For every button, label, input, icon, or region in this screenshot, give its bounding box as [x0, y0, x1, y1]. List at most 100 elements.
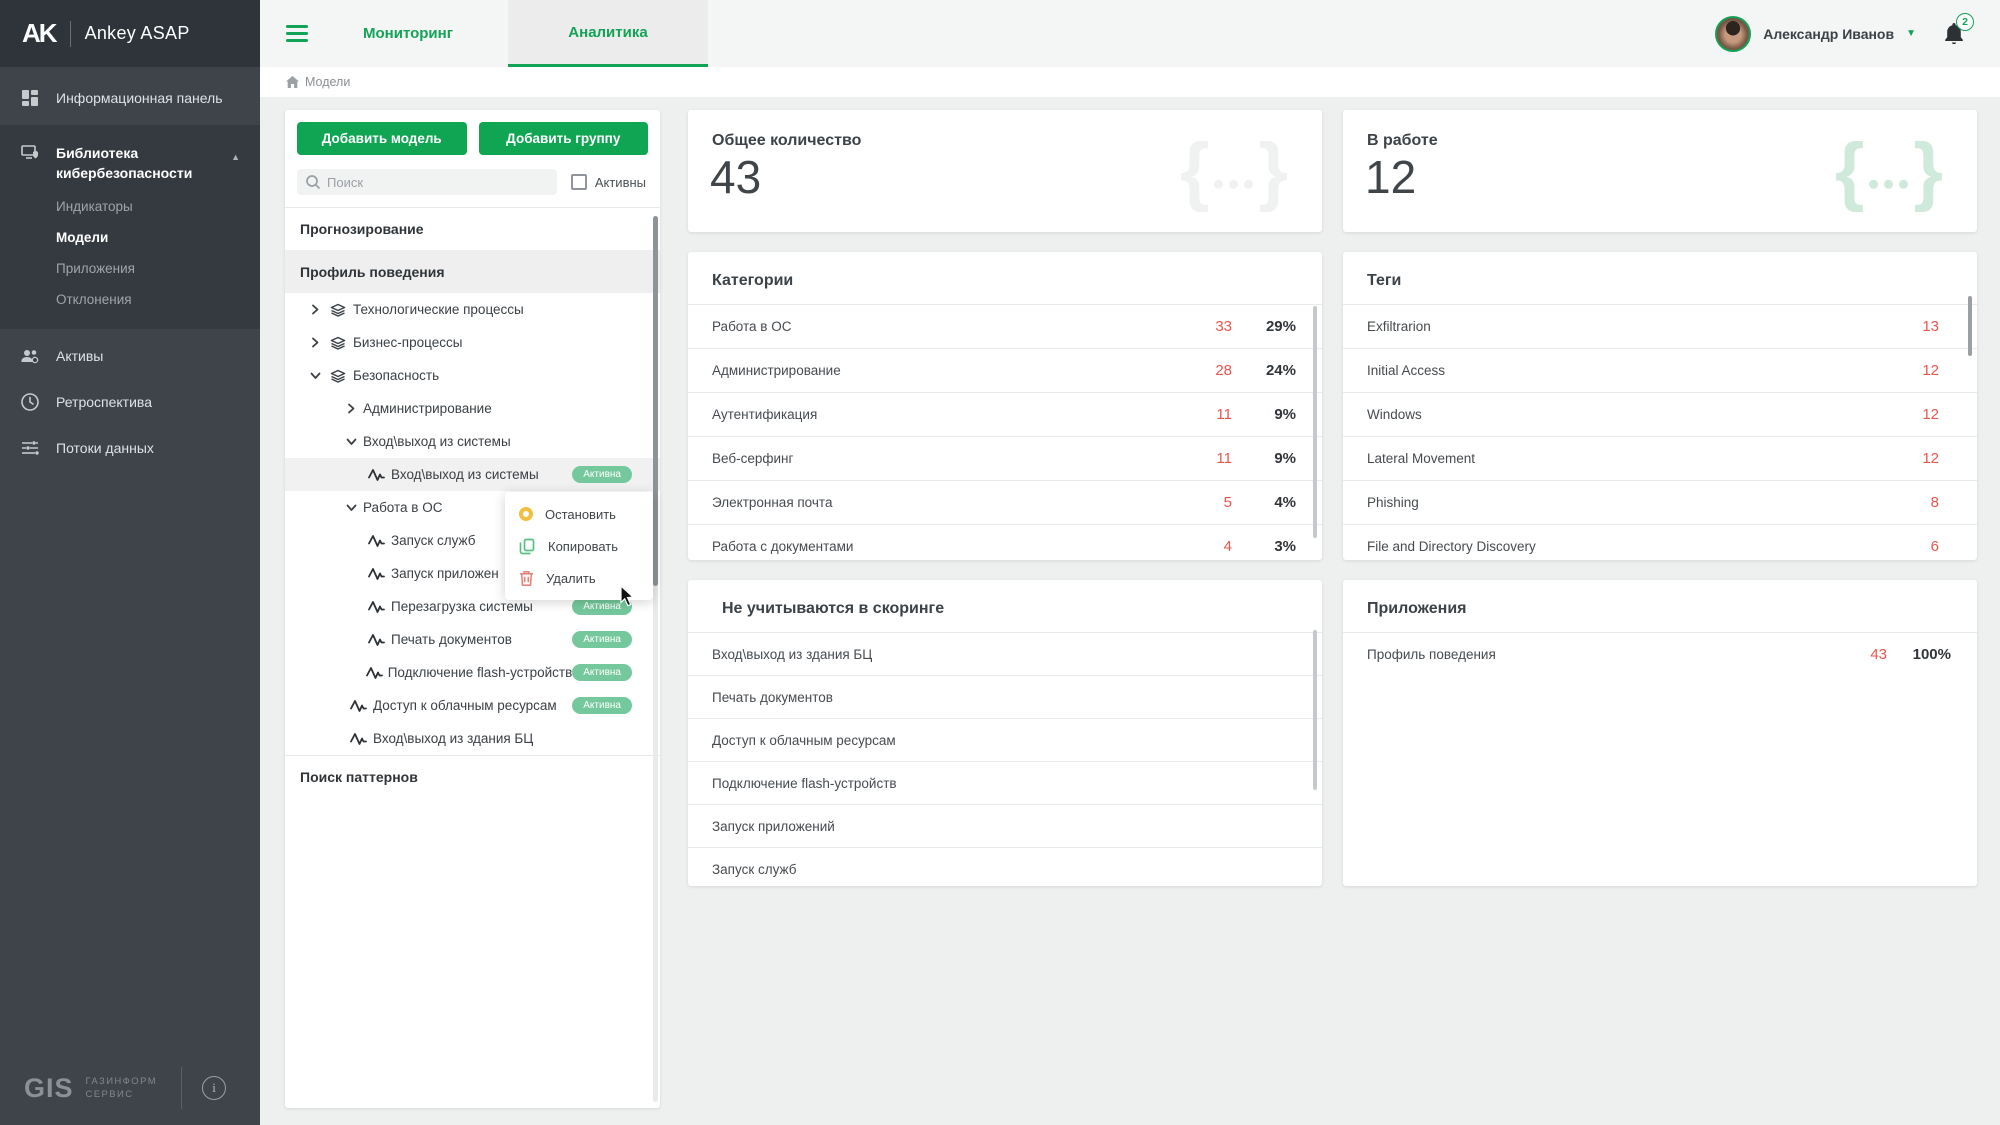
add-model-button[interactable]: Добавить модель: [297, 122, 467, 155]
status-badge: Активна: [572, 697, 632, 714]
sidebar-item-deviations[interactable]: Отклонения: [56, 292, 132, 307]
sidebar-item-data-flows[interactable]: Потоки данных: [0, 425, 260, 471]
tree-scrollbar-track[interactable]: [653, 216, 658, 1102]
scrollbar-thumb[interactable]: [1313, 306, 1317, 538]
sidebar-item-applications[interactable]: Приложения: [56, 261, 135, 276]
tree-item[interactable]: Технологические процессы: [285, 293, 660, 326]
tab-analytics[interactable]: Аналитика: [508, 0, 708, 67]
sidebar-item-assets[interactable]: Активы: [0, 333, 260, 379]
tree-item[interactable]: Печать документов Активна: [285, 623, 660, 656]
tree-item[interactable]: Бизнес-процессы: [285, 326, 660, 359]
row-label: Windows: [1367, 407, 1422, 422]
category-row: Работа с документами 4 3%: [688, 524, 1322, 560]
tree-item[interactable]: Безопасность: [285, 359, 660, 392]
row-percent: 100%: [1912, 646, 1951, 663]
chevron-down-icon[interactable]: ▼: [1906, 28, 1916, 39]
tag-row: Lateral Movement 12: [1343, 436, 1977, 480]
tab-monitoring[interactable]: Мониторинг: [363, 25, 453, 42]
chevron-right-icon[interactable]: [341, 403, 361, 414]
tree-scrollbar-thumb[interactable]: [653, 216, 658, 586]
info-icon[interactable]: i: [202, 1076, 227, 1100]
tree-item[interactable]: Вход\выход из системы Активна: [285, 458, 660, 491]
chevron-up-icon[interactable]: ▲: [231, 152, 240, 162]
user-zone: Александр Иванов ▼ 2: [1715, 0, 2000, 67]
tree-item-label: Администрирование: [363, 401, 492, 416]
tree-item-label: Бизнес-процессы: [353, 335, 463, 350]
chevron-right-icon[interactable]: [305, 337, 325, 348]
sidebar-item-library[interactable]: Библиотека кибербезопасности ▲: [0, 135, 260, 191]
row-label: Lateral Movement: [1367, 451, 1476, 466]
excluded-row: Подключение flash-устройств: [688, 761, 1322, 804]
search-input[interactable]: [297, 169, 557, 195]
tag-row: Windows 12: [1343, 392, 1977, 436]
pulse-icon: [345, 732, 371, 746]
layers-icon: [325, 335, 351, 351]
notifications-button[interactable]: 2: [1942, 12, 1974, 47]
context-menu-item-delete[interactable]: Удалить: [505, 562, 653, 594]
row-count: 11: [1216, 450, 1232, 467]
chevron-down-icon[interactable]: [341, 436, 361, 447]
pulse-icon: [363, 534, 389, 548]
tree-item[interactable]: Запуск приложен: [285, 557, 660, 590]
sidebar: AK Ankey ASAP Информационная панель Библ…: [0, 0, 260, 1125]
row-count: 6: [1930, 538, 1939, 555]
card-title: Общее количество: [712, 132, 862, 149]
row-count: 8: [1930, 494, 1939, 511]
footer-divider: [181, 1067, 183, 1109]
card-tags: Теги Exfiltrarion 13 Initial Access 12 Windo…: [1343, 252, 1977, 560]
tree-item[interactable]: Запуск служб: [285, 524, 660, 557]
layers-icon: [325, 368, 351, 384]
context-menu-item-label: Остановить: [545, 506, 616, 522]
sidebar-item-indicators[interactable]: Индикаторы: [56, 199, 133, 214]
row-label: Запуск служб: [712, 861, 797, 877]
tree-item-label: Перезагрузка системы: [391, 599, 533, 614]
group-pattern-search[interactable]: Поиск паттернов: [285, 755, 660, 798]
user-name: Александр Иванов: [1763, 25, 1895, 42]
chevron-down-icon[interactable]: [341, 502, 361, 513]
active-filter[interactable]: Активны: [570, 174, 646, 190]
sidebar-item-retrospective[interactable]: Ретроспектива: [0, 379, 260, 425]
tree-item[interactable]: Вход\выход из системы: [285, 425, 660, 458]
tree-item-label: Безопасность: [353, 368, 440, 383]
row-count: 4: [1223, 538, 1232, 555]
scrollbar-thumb[interactable]: [1968, 296, 1972, 356]
row-label: Веб-серфинг: [712, 451, 794, 466]
sidebar-item-dashboard[interactable]: Информационная панель: [0, 75, 260, 121]
tree-item[interactable]: Перезагрузка системы Активна: [285, 590, 660, 623]
copy-icon: [519, 538, 536, 555]
breadcrumb-label: Модели: [305, 75, 351, 89]
row-label: Профиль поведения: [1367, 647, 1496, 662]
stop-icon: [519, 507, 533, 521]
sidebar-nav: Информационная панель Библиотека кибербе…: [0, 67, 260, 471]
context-menu-item-copy[interactable]: Копировать: [505, 530, 653, 562]
add-group-button[interactable]: Добавить группу: [478, 122, 648, 155]
sidebar-item-models[interactable]: Модели: [56, 230, 109, 245]
active-filter-checkbox[interactable]: [570, 174, 587, 190]
tree-item[interactable]: Подключение flash-устройств Активна: [285, 656, 660, 689]
tag-row: Phishing 8: [1343, 480, 1977, 524]
group-behavior-profile[interactable]: Профиль поведения: [285, 250, 660, 293]
menu-toggle-icon[interactable]: [286, 0, 308, 67]
scrollbar-thumb[interactable]: [1313, 630, 1317, 790]
search-icon: [306, 175, 321, 190]
tree-item[interactable]: Вход\выход из здания БЦ: [285, 722, 660, 755]
tree-item-label: Печать документов: [391, 632, 512, 647]
data-flows-icon: [22, 441, 39, 455]
home-icon: [286, 76, 299, 88]
avatar[interactable]: [1715, 15, 1752, 52]
dashboard-icon: [22, 90, 38, 106]
tree-item[interactable]: Работа в ОС: [285, 491, 660, 524]
chevron-down-icon[interactable]: [305, 370, 325, 381]
context-menu: Остановить Копировать Удалить: [505, 492, 653, 600]
clock-icon: [21, 393, 39, 411]
context-menu-item-stop[interactable]: Остановить: [505, 498, 653, 530]
group-forecasting[interactable]: Прогнозирование: [285, 207, 660, 250]
row-percent: 24%: [1265, 362, 1296, 379]
tree-item-label: Подключение flash-устройств: [387, 665, 573, 680]
chevron-right-icon[interactable]: [305, 304, 325, 315]
status-badge: Активна: [572, 664, 632, 681]
mouse-cursor: [620, 585, 635, 607]
row-count: 12: [1922, 406, 1939, 423]
tree-item[interactable]: Администрирование: [285, 392, 660, 425]
tree-item[interactable]: Доступ к облачным ресурсам Активна: [285, 689, 660, 722]
